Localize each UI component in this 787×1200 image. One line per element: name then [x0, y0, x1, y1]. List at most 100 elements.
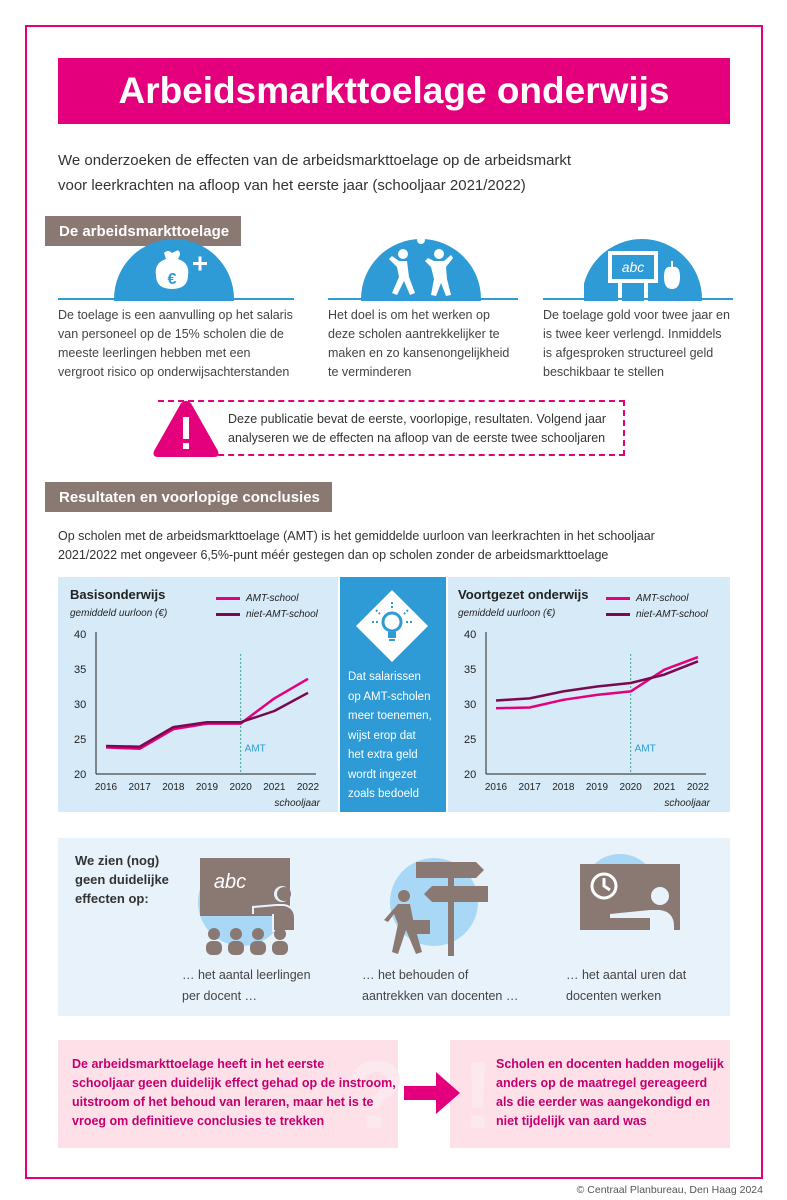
- y-tick-label: 40: [74, 629, 86, 641]
- chart-title-voortgezet: Voortgezet onderwijs: [458, 587, 589, 602]
- text-line: effecten op:: [75, 891, 149, 906]
- y-tick-label: 35: [74, 664, 86, 676]
- text-line: aantrekken van docenten …: [362, 989, 519, 1003]
- text-line: … het aantal uren dat: [566, 968, 687, 982]
- text-line: wijst erop dat: [348, 729, 416, 742]
- text-line: Deze publicatie bevat de eerste, voorlop…: [228, 412, 607, 426]
- text-line: deze scholen aantrekkelijker te: [328, 327, 500, 341]
- x-tick-label: 2017: [519, 782, 542, 793]
- y-tick-label: 20: [464, 769, 476, 781]
- y-tick-label: 25: [74, 734, 86, 746]
- conclusion-right-box: [450, 1040, 730, 1148]
- x-tick-label: 2019: [196, 782, 219, 793]
- no-effects-title: We zien (nog) geen duidelijke effecten o…: [75, 851, 195, 908]
- text-line: van personeel op de 15% scholen die de: [58, 327, 284, 341]
- y-tick-label: 30: [74, 699, 86, 711]
- effect-caption-docenten: … het behouden of aantrekken van docente…: [362, 965, 518, 1007]
- footer-copyright: © Centraal Planbureau, Den Haag 2024: [576, 1184, 763, 1196]
- text-line: geen duidelijke: [75, 872, 169, 887]
- svg-text:!: !: [462, 1042, 494, 1148]
- text-line: uitstroom of het behoud van leraren, maa…: [72, 1095, 374, 1109]
- svg-text:?: ?: [347, 1042, 406, 1148]
- x-axis-label: schooljaar: [664, 798, 710, 809]
- text-line: anders op de maatregel gereageerd: [496, 1076, 708, 1090]
- x-tick-label: 2018: [552, 782, 575, 793]
- toelage-column-text: De toelage is een aanvulling op het sala…: [58, 306, 308, 382]
- euro-purse-icon: €: [114, 237, 234, 301]
- intro-line: voor leerkrachten na afloop van het eers…: [58, 177, 526, 194]
- series-line-amt-school: [495, 655, 699, 710]
- notice-box: [158, 400, 625, 456]
- series-line-niet-amt-school: [495, 660, 699, 702]
- legend-label: niet-AMT-school: [636, 609, 708, 620]
- text-line: maken en zo kansenongelijkheid: [328, 346, 510, 360]
- column-rule: [328, 298, 518, 300]
- conclusion-left-box: [58, 1040, 398, 1148]
- section-tag-resultaten: Resultaten en voorlopige conclusies: [45, 482, 332, 512]
- chart-panel-voortgezet: [448, 577, 730, 812]
- children-playing-icon: [361, 237, 481, 301]
- x-tick-label: 2017: [129, 782, 152, 793]
- warning-icon: [150, 397, 222, 466]
- text-line: De arbeidsmarkttoelage heeft in het eers…: [72, 1057, 325, 1071]
- text-line: docenten werken: [566, 989, 662, 1003]
- conclusion-left-text: De arbeidsmarkttoelage heeft in het eers…: [72, 1055, 402, 1131]
- arrow-right-icon: [402, 1068, 462, 1123]
- y-tick-label: 20: [74, 769, 86, 781]
- x-tick-label: 2020: [230, 782, 253, 793]
- page-frame: [25, 25, 763, 1179]
- exclamation-icon: !: [450, 1038, 500, 1153]
- chart-voortgezet-onderwijs: 20 25 30 35 40 2016 2017 2018 2019 2020 2021 2022 sc…: [464, 629, 711, 809]
- effect-caption-uren: … het aantal uren dat docenten werken: [566, 965, 686, 1007]
- chart-basisonderwijs: 20 25 30 35 40 2016 2017 2018 2019 2020 2021 2022 sc…: [74, 629, 321, 809]
- text-line: op AMT-scholen: [348, 690, 431, 703]
- x-tick-label: 2021: [263, 782, 286, 793]
- legend-amt-basis: AMT-school: [216, 593, 298, 604]
- text-line: … het aantal leerlingen: [182, 968, 311, 982]
- x-tick-label: 2016: [485, 782, 508, 793]
- chart-title-basis: Basisonderwijs: [70, 587, 166, 602]
- text-line: … het behouden of: [362, 968, 469, 982]
- teacher-class-icon: abc: [196, 852, 306, 963]
- text-line: te verminderen: [328, 365, 412, 379]
- legend-label: niet-AMT-school: [246, 609, 318, 620]
- chart-ylabel-basis: gemiddeld uurloon (€): [70, 608, 168, 619]
- lightbulb-icon: [354, 588, 430, 669]
- legend-amt-voortgezet: AMT-school: [606, 593, 688, 604]
- svg-text:abc: abc: [214, 871, 246, 893]
- chart-panel-basis: [58, 577, 338, 812]
- series-line-niet-amt-school: [105, 691, 309, 748]
- svg-text:€: €: [168, 271, 177, 288]
- text-line: De toelage is een aanvulling op het sala…: [58, 308, 293, 322]
- intro-text: We onderzoeken de effecten van de arbeid…: [58, 148, 738, 198]
- text-line: Op scholen met de arbeidsmarkttoelage (A…: [58, 529, 655, 543]
- text-line: als die eerder was aangekondigd en: [496, 1095, 710, 1109]
- text-line: vroeg om definitieve conclusies te trekk…: [72, 1114, 325, 1128]
- text-line: analyseren we de effecten na afloop van …: [228, 431, 606, 445]
- clock-teacher-icon: [574, 852, 684, 957]
- column-rule: [58, 298, 294, 300]
- text-line: per docent …: [182, 989, 258, 1003]
- text-line: 2021/2022 met ongeveer 6,5%-punt méér ge…: [58, 548, 609, 562]
- intro-line: We onderzoeken de effecten van de arbeid…: [58, 152, 572, 169]
- y-tick-label: 35: [464, 664, 476, 676]
- blackboard-abc-icon: abc: [584, 237, 704, 301]
- text-line: vergroot risico op onderwijsachterstande…: [58, 365, 290, 379]
- insight-text: Dat salarissen op AMT-scholen meer toene…: [348, 668, 443, 805]
- y-tick-label: 40: [464, 629, 476, 641]
- series-line-amt-school: [105, 677, 309, 751]
- text-line: meer toenemen,: [348, 710, 432, 722]
- x-tick-label: 2022: [297, 782, 320, 793]
- page-title: Arbeidsmarkttoelage onderwijs: [58, 58, 730, 124]
- legend-niet-amt-voortgezet: niet-AMT-school: [606, 609, 708, 620]
- text-line: is afgesproken structureel geld: [543, 346, 714, 360]
- text-line: Scholen en docenten hadden mogelijk: [496, 1057, 724, 1071]
- text-line: niet tijdelijk van aard was: [496, 1114, 647, 1128]
- text-line: is twee keer verlengd. Inmiddels: [543, 327, 722, 341]
- amt-marker-label: AMT: [245, 744, 266, 755]
- y-tick-label: 30: [464, 699, 476, 711]
- text-line: Dat salarissen: [348, 671, 421, 683]
- signpost-walker-icon: [380, 852, 500, 963]
- x-tick-label: 2022: [687, 782, 710, 793]
- doel-column-text: Het doel is om het werken op deze schole…: [328, 306, 538, 382]
